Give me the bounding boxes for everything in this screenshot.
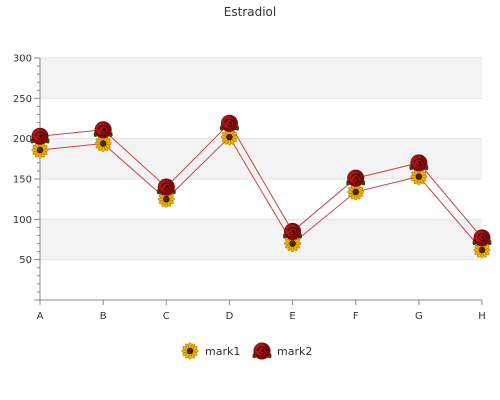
sunflower-marker-point (31, 141, 49, 159)
rose-marker-point (283, 222, 303, 240)
grid-band (40, 259, 482, 300)
x-ticks: A B C D E F G H (37, 300, 486, 322)
sunflower-marker-point (220, 128, 238, 146)
chart-title: Estradiol (224, 5, 276, 19)
legend-label: mark1 (205, 345, 240, 358)
sunflower-marker-point (157, 190, 175, 208)
sunflower-marker-point (347, 183, 365, 201)
rose-marker-point (93, 121, 113, 139)
grid-band (40, 98, 482, 139)
grid-band (40, 58, 482, 99)
x-tick-label: D (226, 311, 234, 322)
x-tick-label: A (37, 311, 44, 322)
grid-band (40, 138, 482, 179)
rose-marker-point (409, 154, 429, 172)
legend-label: mark2 (277, 345, 312, 358)
y-tick-label: 300 (13, 54, 32, 65)
rose-marker-point (219, 114, 239, 132)
y-ticks: 50 100 150 200 250 300 (13, 54, 40, 301)
rose-icon (252, 342, 272, 360)
series-lines (39, 122, 483, 251)
x-tick-label: G (415, 311, 423, 322)
rose-marker-point (472, 229, 492, 247)
grid-band (40, 219, 482, 260)
rose-marker-point (30, 127, 50, 145)
x-tick-label: B (100, 311, 107, 322)
y-tick-label: 250 (13, 94, 32, 105)
series-line-mark1 (39, 136, 483, 251)
x-tick-label: C (163, 311, 170, 322)
sunflower-marker-point (410, 168, 428, 186)
grid-bands (40, 57, 482, 300)
x-tick-label: F (353, 311, 359, 322)
legend: mark1 mark2 (181, 342, 312, 360)
series-markers (30, 114, 492, 259)
rose-marker-point (346, 169, 366, 187)
y-tick-label: 50 (19, 255, 32, 266)
sunflower-marker-point (94, 135, 112, 152)
y-tick-label: 100 (13, 215, 32, 226)
grid-band (40, 179, 482, 220)
sunflower-icon (181, 342, 199, 360)
x-tick-label: E (289, 311, 295, 322)
rose-marker-point (156, 178, 176, 196)
series-line-mark2 (39, 122, 483, 239)
y-tick-label: 200 (13, 134, 32, 145)
x-tick-label: H (478, 311, 486, 322)
y-tick-label: 150 (13, 175, 32, 186)
